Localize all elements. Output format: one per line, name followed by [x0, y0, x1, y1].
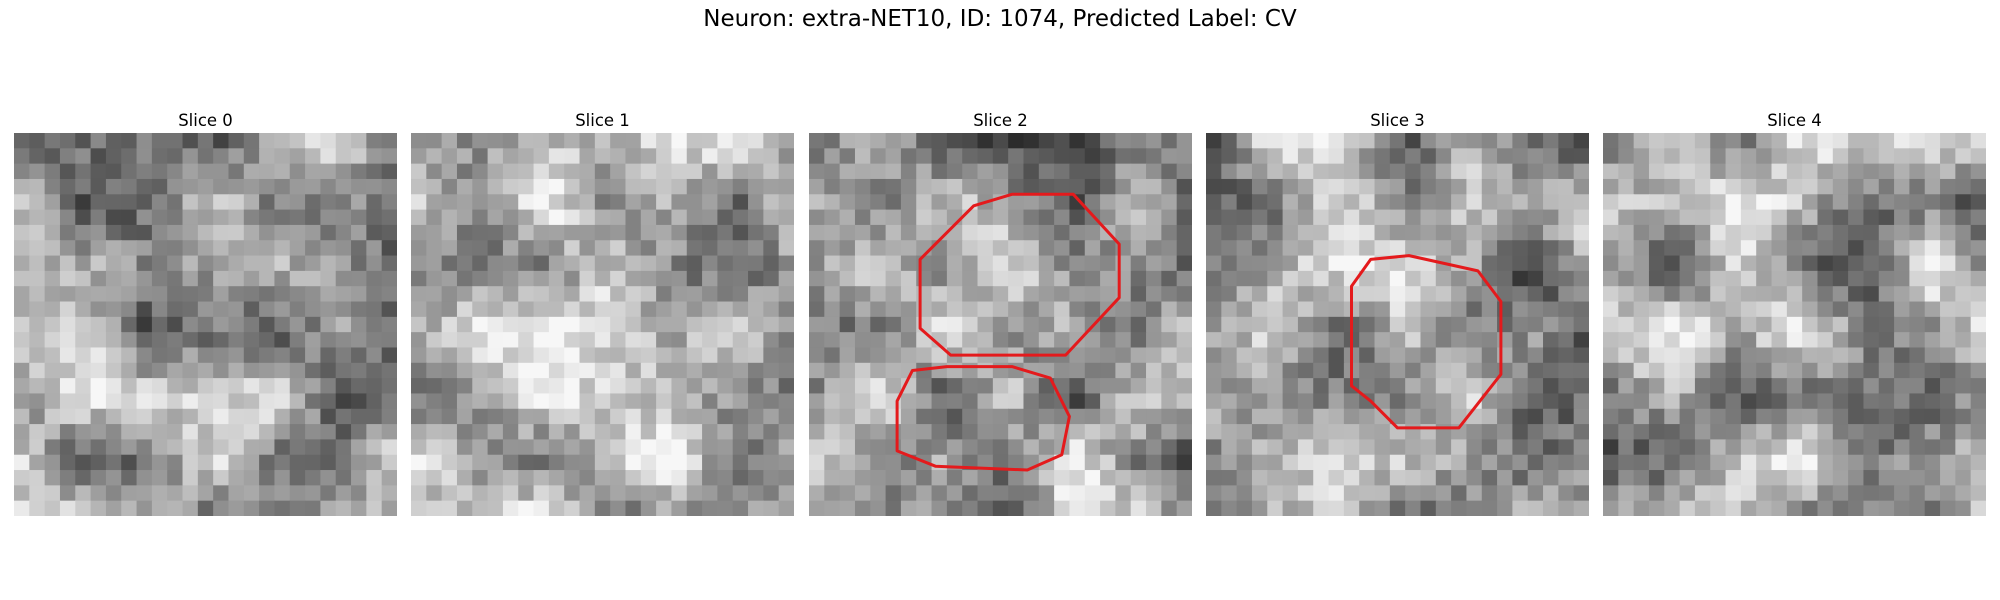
pixel-grid: [1206, 133, 1589, 516]
pixel-grid: [809, 133, 1192, 516]
slice-title: Slice 1: [575, 111, 630, 130]
pixel-grid: [1603, 133, 1986, 516]
slice-panel-2: Slice 2: [809, 109, 1192, 516]
slice-title: Slice 4: [1767, 111, 1822, 130]
slice-image: [809, 133, 1192, 516]
figure-title: Neuron: extra-NET10, ID: 1074, Predicted…: [703, 6, 1297, 32]
slice-image: [411, 133, 794, 516]
slice-title: Slice 0: [178, 111, 233, 130]
slice-panel-0: Slice 0: [14, 109, 397, 516]
segmentation-contour: [918, 192, 1121, 357]
slice-panel-1: Slice 1: [411, 109, 794, 516]
slice-image: [14, 133, 397, 516]
slice-panel-4: Slice 4: [1603, 109, 1986, 516]
slice-title: Slice 3: [1370, 111, 1425, 130]
slice-image: [1206, 133, 1589, 516]
slice-panel-3: Slice 3: [1206, 109, 1589, 516]
segmentation-contour: [895, 365, 1071, 472]
slice-title: Slice 2: [973, 111, 1028, 130]
pixel-grid: [411, 133, 794, 516]
slice-image: [1603, 133, 1986, 516]
pixel-grid: [14, 133, 397, 516]
segmentation-contour: [1350, 254, 1503, 430]
